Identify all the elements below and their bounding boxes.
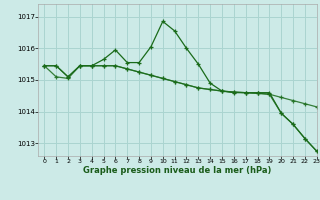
X-axis label: Graphe pression niveau de la mer (hPa): Graphe pression niveau de la mer (hPa) [84,166,272,175]
